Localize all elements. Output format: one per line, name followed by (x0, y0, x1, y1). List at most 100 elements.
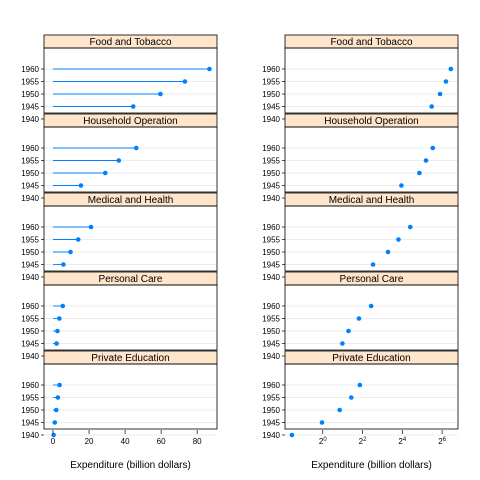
panel-title: Household Operation (324, 116, 419, 127)
data-point (57, 316, 62, 321)
data-point (116, 158, 122, 163)
data-point (370, 262, 376, 267)
y-tick-label: 1960 (21, 144, 39, 153)
y-tick-label: 1960 (21, 302, 39, 311)
y-tick-label: 1940 (21, 431, 39, 440)
data-point (429, 104, 434, 109)
data-point (423, 158, 429, 163)
data-point (51, 432, 56, 438)
x-axis-title: Expenditure (billion dollars) (311, 460, 432, 471)
data-point (158, 91, 163, 97)
y-tick-label: 1955 (262, 78, 280, 87)
data-point (368, 303, 374, 309)
panel-box (284, 47, 459, 114)
y-tick-label: 1940 (262, 273, 280, 282)
y-tick-label: 1950 (262, 248, 280, 257)
data-point (55, 395, 61, 400)
panel-box (43, 363, 218, 430)
y-tick-label: 1955 (262, 394, 280, 403)
panel: Personal Care 1960 1955 1950 1945 1940 (21, 271, 218, 361)
panel-title: Food and Tobacco (89, 37, 172, 48)
y-tick-label: 1945 (262, 261, 280, 270)
y-tick-label: 1950 (262, 327, 280, 336)
y-tick-label: 1955 (262, 236, 280, 245)
data-point (53, 407, 59, 413)
y-tick-label: 1940 (262, 431, 280, 440)
panel: Private Education 1960 1955 1950 1945 1940 (21, 350, 218, 440)
panel-title: Private Education (91, 353, 169, 364)
x-tick-label: 60 (157, 437, 166, 446)
y-tick-label: 1960 (21, 381, 39, 390)
data-point (319, 420, 325, 425)
data-point (348, 395, 354, 400)
data-point (182, 79, 188, 84)
y-tick-label: 1950 (262, 90, 280, 99)
data-point (68, 249, 73, 255)
y-tick-label: 1950 (21, 327, 39, 336)
panel-title: Medical and Health (329, 195, 415, 206)
x-tick-label: 40 (121, 437, 130, 446)
data-point (60, 303, 66, 309)
data-point (357, 382, 363, 388)
x-tick-label: 20 (319, 437, 327, 446)
y-tick-label: 1945 (262, 340, 280, 349)
panel: Food and Tobacco 1960 1955 1950 1945 1940 (21, 34, 218, 124)
panel-title: Medical and Health (88, 195, 174, 206)
panel: Private Education 1960 1955 1950 1945 1940 (262, 350, 459, 440)
data-point (57, 382, 62, 388)
data-point (337, 407, 342, 413)
y-tick-label: 1960 (21, 223, 39, 232)
y-tick-label: 1950 (262, 406, 280, 415)
panel: Household Operation 1960 1955 1950 1945 1940 (21, 113, 218, 203)
y-tick-label: 1960 (262, 65, 280, 74)
panel-box (43, 205, 218, 272)
panel-box (43, 47, 218, 114)
panel-box (43, 284, 218, 351)
y-tick-label: 1945 (262, 419, 280, 428)
x-axis-title: Expenditure (billion dollars) (70, 460, 191, 471)
data-point (443, 79, 449, 84)
y-tick-label: 1945 (262, 182, 280, 191)
y-tick-label: 1955 (21, 315, 39, 324)
data-point (346, 328, 351, 334)
y-tick-label: 1945 (21, 340, 39, 349)
y-tick-label: 1955 (21, 394, 39, 403)
data-point (407, 224, 413, 230)
data-point (356, 316, 362, 321)
data-point (385, 249, 391, 255)
x-tick-label: 26 (438, 437, 446, 446)
y-tick-label: 1940 (262, 194, 280, 203)
panel: Medical and Health 1960 1955 1950 1945 1940 (262, 192, 459, 282)
y-tick-label: 1940 (262, 115, 280, 124)
data-point (102, 170, 108, 176)
panel-title: Personal Care (99, 274, 163, 285)
panel-box (43, 126, 218, 193)
panel: Household Operation 1960 1955 1950 1945 1940 (262, 113, 459, 203)
panel-box (284, 205, 459, 272)
y-tick-label: 1955 (262, 157, 280, 166)
x-tick-label: 24 (398, 437, 406, 446)
data-point (130, 104, 136, 109)
data-point (437, 91, 443, 97)
data-point (88, 224, 94, 230)
data-point (417, 170, 422, 176)
panel-box (284, 363, 459, 430)
y-tick-label: 1940 (21, 115, 39, 124)
y-tick-label: 1960 (262, 223, 280, 232)
panel-title: Private Education (332, 353, 410, 364)
y-tick-label: 1945 (262, 103, 280, 112)
x-tick-label: 22 (359, 437, 367, 446)
data-point (52, 420, 58, 425)
x-tick-label: 20 (85, 437, 94, 446)
data-point (340, 341, 345, 346)
data-point (61, 262, 66, 267)
y-tick-label: 1945 (21, 182, 39, 191)
y-tick-label: 1945 (21, 261, 39, 270)
y-tick-label: 1940 (21, 273, 39, 282)
data-point (399, 183, 404, 188)
y-tick-label: 1940 (262, 352, 280, 361)
y-tick-label: 1955 (21, 157, 39, 166)
